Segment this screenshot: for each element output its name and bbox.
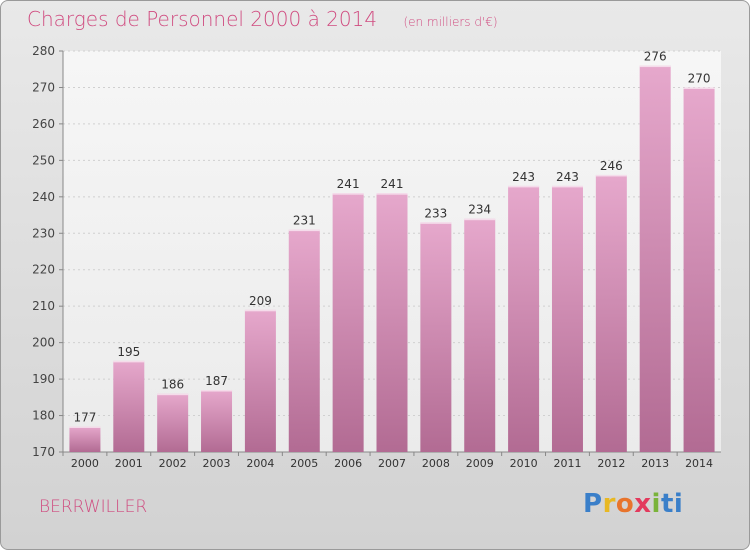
- x-tick-label: 2012: [597, 457, 625, 470]
- bar-highlight: [420, 222, 452, 224]
- data-label: 231: [293, 214, 316, 228]
- bar: [244, 309, 276, 452]
- data-label: 276: [644, 50, 667, 64]
- bar: [420, 222, 452, 452]
- bar: [508, 185, 540, 452]
- bar-highlight: [244, 309, 276, 312]
- bar-highlight: [639, 65, 671, 68]
- bar: [639, 65, 671, 452]
- logo-letter: r: [602, 489, 616, 519]
- bar-highlight: [376, 193, 408, 195]
- y-tick-label: 180: [32, 409, 55, 423]
- x-tick-label: 2004: [246, 457, 274, 470]
- x-tick-label: 2007: [378, 457, 406, 470]
- bar-highlight: [683, 87, 715, 89]
- city-name: BERRWILLER: [39, 497, 148, 517]
- y-tick-label: 280: [32, 44, 55, 58]
- x-tick-label: 2011: [553, 457, 581, 470]
- bar: [332, 193, 364, 452]
- x-tick-label: 2001: [115, 457, 143, 470]
- bar: [595, 174, 627, 453]
- y-tick-label: 220: [32, 263, 55, 277]
- x-tick-label: 2006: [334, 457, 362, 470]
- bar-highlight: [288, 229, 320, 232]
- y-tick-label: 260: [32, 117, 55, 131]
- bar-highlight: [113, 360, 145, 363]
- x-tick-label: 2009: [466, 457, 494, 470]
- x-tick-label: 2000: [71, 457, 99, 470]
- logo-letter: P: [583, 489, 603, 519]
- chart-title-text: Charges de Personnel 2000 à 2014: [27, 7, 378, 31]
- data-label: 241: [381, 177, 404, 191]
- bar-highlight: [595, 174, 627, 177]
- data-label: 243: [556, 170, 579, 184]
- y-tick-label: 270: [32, 80, 55, 94]
- bar-highlight: [551, 185, 583, 188]
- logo-letter: x: [634, 489, 652, 519]
- x-tick-label: 2014: [685, 457, 713, 470]
- x-tick-label: 2005: [290, 457, 318, 470]
- bar-highlight: [201, 390, 233, 392]
- bar: [201, 390, 233, 452]
- bar: [69, 426, 101, 452]
- data-label: 234: [468, 203, 491, 217]
- data-label: 246: [600, 159, 623, 173]
- y-tick-label: 250: [32, 153, 55, 167]
- data-label: 186: [161, 378, 184, 392]
- bar-highlight: [464, 218, 496, 221]
- logo-letter: i: [651, 489, 661, 519]
- data-label: 177: [73, 410, 96, 424]
- data-label: 233: [424, 206, 447, 220]
- bar: [113, 360, 145, 452]
- bar: [288, 229, 320, 452]
- bar: [551, 185, 583, 452]
- data-label: 243: [512, 170, 535, 184]
- y-tick-label: 200: [32, 336, 55, 350]
- bar: [683, 87, 715, 453]
- x-tick-label: 2008: [422, 457, 450, 470]
- bar: [157, 393, 189, 452]
- y-tick-label: 210: [32, 299, 55, 313]
- y-tick-label: 190: [32, 372, 55, 386]
- data-label: 187: [205, 374, 228, 388]
- y-tick-label: 240: [32, 190, 55, 204]
- chart-subtitle: (en milliers d'€): [403, 15, 498, 29]
- data-label: 195: [117, 345, 140, 359]
- x-tick-label: 2003: [203, 457, 231, 470]
- x-tick-label: 2002: [159, 457, 187, 470]
- bar-highlight: [508, 185, 540, 188]
- bar-highlight: [157, 393, 189, 396]
- bar: [464, 218, 496, 452]
- data-label: 209: [249, 294, 272, 308]
- proxiti-logo[interactable]: Proxiti: [583, 489, 683, 519]
- bar: [376, 193, 408, 452]
- y-tick-label: 170: [32, 445, 55, 459]
- x-tick-label: 2010: [510, 457, 538, 470]
- data-label: 241: [337, 177, 360, 191]
- logo-letter: o: [615, 489, 635, 519]
- chart-title: Charges de Personnel 2000 à 2014 (en mil…: [27, 7, 498, 31]
- logo-letter: ti: [660, 489, 684, 519]
- bar-highlight: [332, 193, 364, 195]
- data-label: 270: [688, 71, 711, 85]
- x-tick-label: 2013: [641, 457, 669, 470]
- bar-highlight: [69, 426, 101, 428]
- y-tick-label: 230: [32, 226, 55, 240]
